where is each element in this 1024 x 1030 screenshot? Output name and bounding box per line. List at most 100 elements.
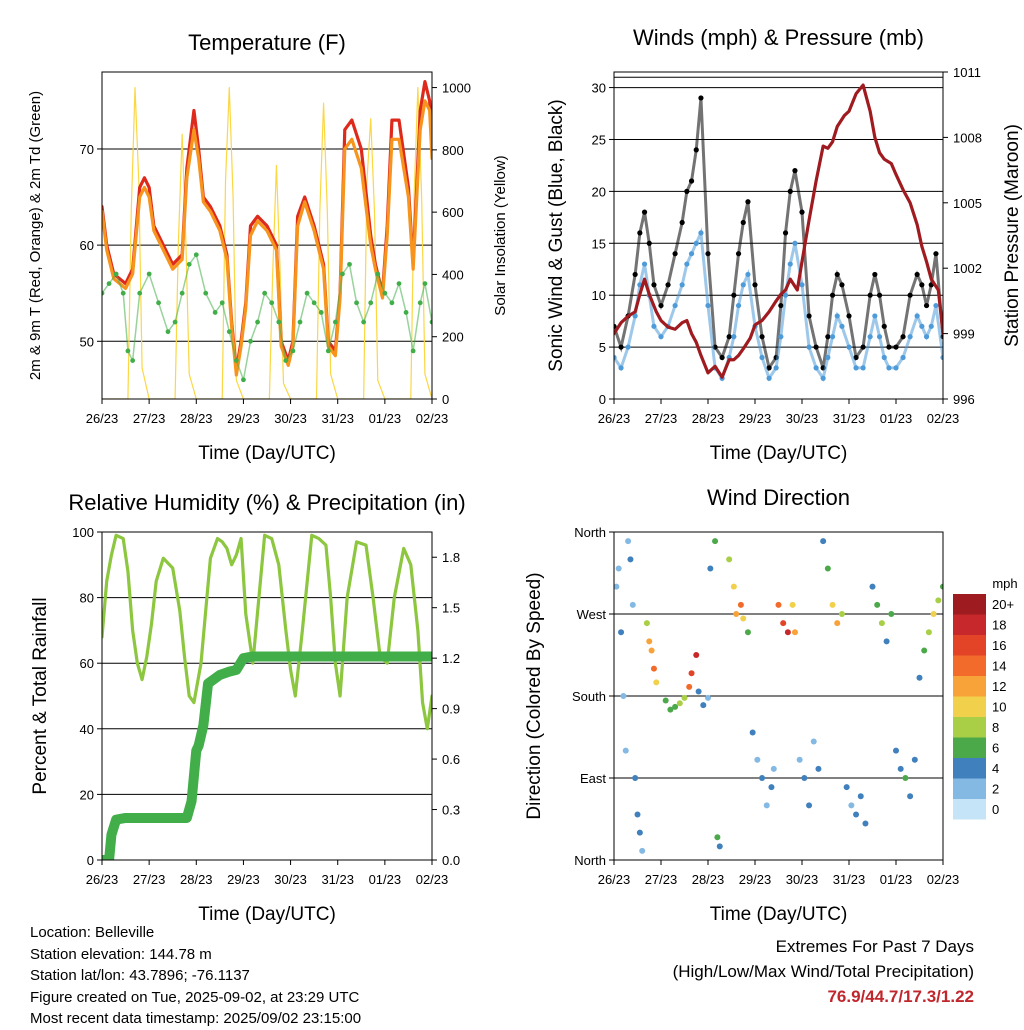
series-line <box>102 80 432 372</box>
chart-title: Relative Humidity (%) & Precipitation (i… <box>68 490 465 515</box>
y-tick-label: 70 <box>80 142 94 157</box>
y-tick-label: 40 <box>80 722 94 737</box>
series-line <box>102 651 432 860</box>
y-axis-label: Direction (Colored By Speed) <box>524 572 545 819</box>
direction-point <box>893 747 899 754</box>
x-tick-label: 30/23 <box>786 872 819 887</box>
y2-tick-label: 1002 <box>953 261 982 276</box>
x-tick-label: 26/23 <box>598 872 631 887</box>
chart-title: Wind Direction <box>707 485 850 510</box>
x-tick-label: 29/23 <box>227 411 260 426</box>
y-tick-label: East <box>580 771 606 786</box>
series-line <box>614 83 943 379</box>
winds-pressure-panel: Winds (mph) & Pressure (mb) Time (Day/UTC… <box>546 25 1023 464</box>
x-tick-label: 01/23 <box>880 411 913 426</box>
direction-point <box>712 538 719 545</box>
y-tick-label: 0 <box>599 392 606 407</box>
direction-point <box>930 611 937 617</box>
direction-point <box>643 620 650 627</box>
direction-point <box>672 703 679 710</box>
x-tick-label: 01/23 <box>369 411 402 426</box>
direction-point <box>883 638 890 645</box>
y-tick-label: 50 <box>80 334 94 349</box>
x-tick-label: 28/23 <box>180 872 213 887</box>
direction-point <box>780 620 787 627</box>
colorbar-label: 8 <box>992 720 999 735</box>
extremes-title: Extremes For Past 7 Days <box>775 937 974 956</box>
x-tick-label: 27/23 <box>645 411 678 426</box>
direction-point <box>806 802 813 809</box>
direction-point <box>700 702 707 709</box>
data-layer <box>102 80 432 399</box>
direction-point <box>707 565 714 572</box>
x-tick-label: 29/23 <box>227 872 260 887</box>
direction-point <box>815 765 822 772</box>
direction-point <box>796 756 803 763</box>
y-axis-label: Sonic Wind & Gust (Blue, Black) <box>546 99 567 371</box>
colorbar-label: 0 <box>992 802 999 817</box>
location-text: Location: Belleville <box>30 924 155 941</box>
direction-point <box>627 556 634 563</box>
x-tick-label: 26/23 <box>598 411 631 426</box>
direction-point <box>843 784 850 791</box>
y2-tick-label: 1005 <box>953 196 982 211</box>
x-tick-label: 28/23 <box>692 872 725 887</box>
direction-point <box>714 834 721 841</box>
humidity-precip-panel: Relative Humidity (%) & Precipitation (i… <box>30 490 466 925</box>
y-tick-label: 25 <box>592 132 606 147</box>
colorbar-swatch <box>953 594 986 615</box>
direction-point <box>695 688 702 695</box>
y2-tick-label: 1.8 <box>442 550 460 565</box>
direction-point <box>629 601 636 608</box>
x-tick-label: 01/23 <box>369 872 402 887</box>
colorbar-swatch <box>953 676 986 697</box>
series-line <box>102 86 432 399</box>
direction-point <box>888 611 895 617</box>
direction-point <box>639 847 646 854</box>
y-axis-label: 2m & 9m T (Red, Orange) & 2m Td (Green) <box>27 91 44 380</box>
direction-point <box>857 793 864 800</box>
direction-point <box>693 652 700 658</box>
direction-point <box>615 565 622 572</box>
direction-point <box>801 775 808 781</box>
colorbar-label: 4 <box>992 761 999 776</box>
colorbar-swatch <box>953 737 986 758</box>
series-line <box>102 533 432 731</box>
direction-point <box>653 679 660 686</box>
y-tick-label: North <box>574 853 606 868</box>
direction-point <box>632 775 639 781</box>
direction-point <box>733 611 740 617</box>
direction-point <box>754 756 761 763</box>
colorbar-swatch <box>953 655 986 676</box>
direction-point <box>902 775 909 781</box>
y-tick-label: North <box>574 525 606 540</box>
direction-point <box>686 683 693 690</box>
x-tick-label: 27/23 <box>133 411 166 426</box>
x-tick-label: 26/23 <box>86 872 119 887</box>
y2-tick-label: 800 <box>442 143 464 158</box>
x-tick-label: 26/23 <box>86 411 119 426</box>
x-tick-label: 30/23 <box>786 411 819 426</box>
direction-point <box>749 729 756 736</box>
y-tick-label: 60 <box>80 238 94 253</box>
plot-frame <box>101 531 433 861</box>
y-tick-label: 20 <box>592 184 606 199</box>
colorbar-swatch <box>953 778 986 799</box>
colorbar-swatch <box>953 614 986 635</box>
x-axis-label: Time (Day/UTC) <box>710 904 848 925</box>
series-trace <box>102 252 432 383</box>
direction-point <box>730 583 737 590</box>
direction-point <box>862 820 869 827</box>
y-tick-label: West <box>577 607 607 622</box>
y2-tick-label: 0.0 <box>442 853 460 868</box>
colorbar-label: 2 <box>992 782 999 797</box>
direction-point <box>759 775 766 781</box>
y2-tick-label: 0.6 <box>442 752 460 767</box>
direction-point <box>676 700 683 707</box>
y-tick-label: 20 <box>80 787 94 802</box>
direction-point <box>763 802 770 809</box>
series-trace <box>614 227 943 382</box>
colorbar-label: 18 <box>992 618 1006 633</box>
direction-point <box>789 601 796 608</box>
